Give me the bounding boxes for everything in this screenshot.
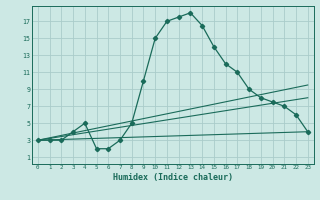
X-axis label: Humidex (Indice chaleur): Humidex (Indice chaleur)	[113, 173, 233, 182]
